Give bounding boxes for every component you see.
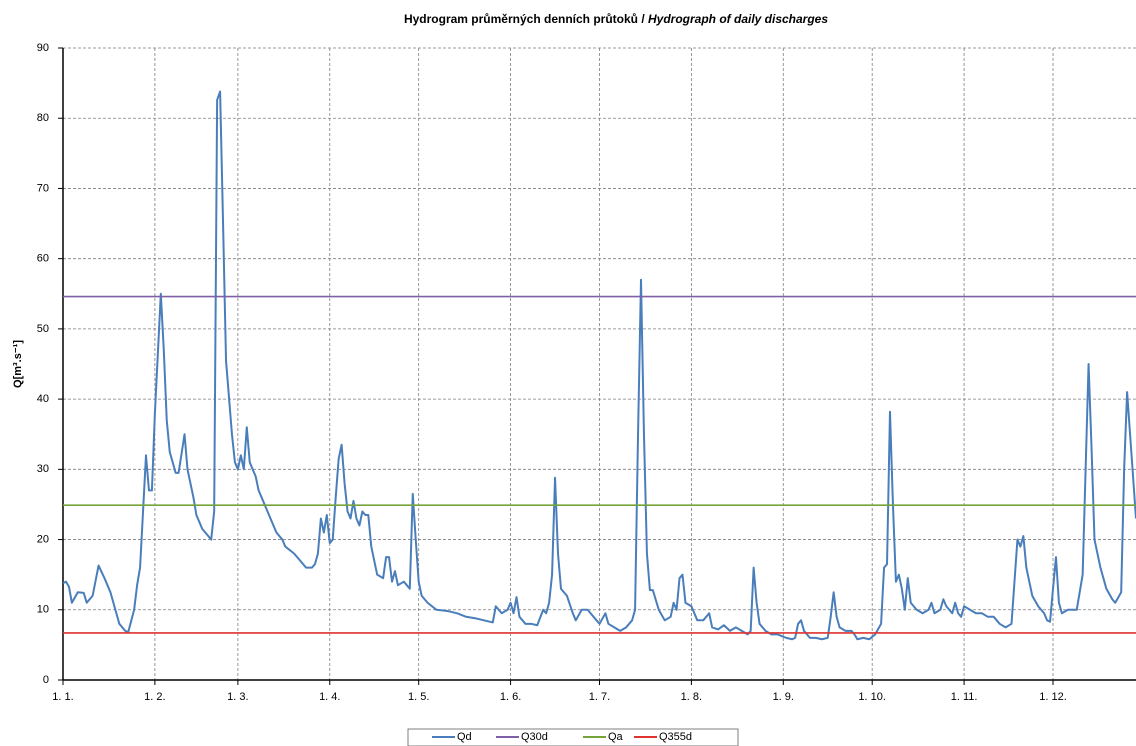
title-en: Hydrograph of daily discharges: [648, 12, 828, 26]
x-tick-label: 1. 7.: [589, 691, 610, 703]
y-tick-label: 20: [37, 533, 49, 545]
x-tick-label: 1. 11.: [951, 691, 978, 703]
x-tick-label: 1. 8.: [681, 691, 702, 703]
plot-area: [63, 90, 1136, 641]
x-tick-label: 1. 10.: [858, 691, 886, 703]
y-tick-label: 40: [37, 393, 49, 405]
x-tick-label: 1. 4.: [319, 691, 340, 703]
y-axis-label: Q[m³.s⁻¹]: [12, 340, 24, 388]
legend-label: Qd: [457, 731, 472, 743]
x-tick-label: 1. 2.: [144, 691, 165, 703]
x-tick-label: 1. 6.: [500, 691, 521, 703]
x-tick-label: 1. 3.: [227, 691, 248, 703]
x-tick-label: 1. 9.: [773, 691, 794, 703]
y-tick-label: 80: [37, 112, 49, 124]
legend-label: Qa: [608, 731, 624, 743]
series-line: [63, 90, 1136, 641]
y-tick-label: 0: [43, 674, 49, 686]
x-tick-label: 1. 5.: [408, 691, 429, 703]
x-tick-label: 1. 12.: [1039, 691, 1067, 703]
title-cz: Hydrogram průměrných denních průtoků /: [404, 12, 648, 26]
x-tick-label: 1. 1.: [52, 691, 73, 703]
chart-title: Hydrogram průměrných denních průtoků / H…: [404, 12, 828, 26]
legend-box: [407, 728, 739, 746]
y-tick-label: 50: [37, 323, 49, 335]
y-tick-label: 90: [37, 42, 49, 54]
y-tick-label: 60: [37, 253, 49, 265]
legend-label: Q355d: [659, 731, 692, 743]
y-tick-label: 70: [37, 182, 49, 194]
legend-label: Q30d: [521, 731, 548, 743]
y-tick-label: 10: [37, 604, 49, 616]
y-tick-label: 30: [37, 463, 49, 475]
